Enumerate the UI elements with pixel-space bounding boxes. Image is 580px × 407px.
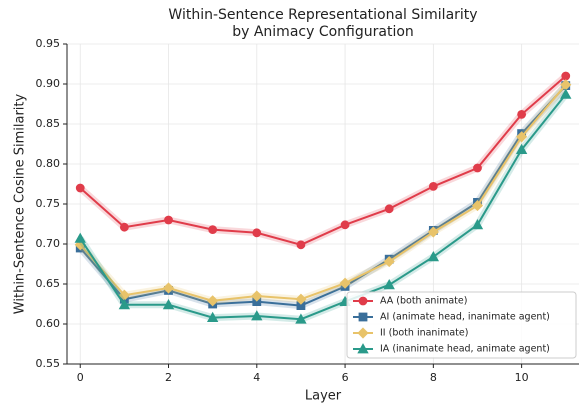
y-axis-label: Within-Sentence Cosine Similarity bbox=[13, 93, 28, 314]
x-tick-label: 4 bbox=[253, 371, 260, 384]
marker bbox=[251, 310, 263, 321]
marker bbox=[206, 311, 219, 323]
x-tick-label: 10 bbox=[515, 371, 529, 384]
marker bbox=[428, 181, 438, 191]
y-tick-label: 0.90 bbox=[36, 77, 61, 90]
marker bbox=[339, 277, 351, 289]
y-tick-label: 0.80 bbox=[36, 157, 61, 170]
marker bbox=[427, 226, 439, 238]
series-band bbox=[77, 92, 569, 323]
legend-label: II (both inanimate) bbox=[380, 328, 468, 339]
marker bbox=[358, 312, 368, 322]
series-line bbox=[79, 84, 567, 302]
marker bbox=[358, 296, 368, 306]
marker bbox=[295, 293, 307, 305]
marker bbox=[75, 183, 85, 193]
marker bbox=[471, 200, 484, 212]
marker bbox=[162, 298, 175, 310]
marker bbox=[296, 240, 306, 250]
marker bbox=[208, 225, 218, 235]
x-axis-label: Layer bbox=[305, 389, 342, 404]
marker bbox=[207, 295, 219, 307]
y-tick-label: 0.75 bbox=[36, 197, 61, 210]
marker bbox=[295, 313, 307, 324]
series-line bbox=[79, 93, 567, 321]
y-tick-label: 0.55 bbox=[36, 357, 61, 370]
y-tick-label: 0.70 bbox=[36, 237, 61, 250]
marker bbox=[357, 327, 369, 339]
marker bbox=[473, 163, 482, 173]
x-tick-label: 2 bbox=[165, 371, 172, 384]
x-tick-label: 0 bbox=[77, 371, 84, 384]
series-band bbox=[77, 73, 569, 249]
y-tick-label: 0.65 bbox=[36, 277, 61, 290]
y-tick-label: 0.95 bbox=[36, 37, 61, 50]
series-line bbox=[79, 75, 567, 246]
marker bbox=[560, 88, 572, 99]
legend-label: AI (animate head, inanimate agent) bbox=[380, 312, 550, 323]
marker bbox=[357, 343, 369, 354]
x-tick-label: 6 bbox=[342, 371, 349, 384]
y-tick-label: 0.85 bbox=[36, 117, 61, 130]
marker bbox=[252, 228, 262, 238]
marker bbox=[383, 278, 395, 290]
marker bbox=[162, 282, 175, 294]
y-tick-label: 0.60 bbox=[36, 317, 61, 330]
chart-title: by Animacy Configuration bbox=[232, 24, 414, 40]
marker bbox=[471, 218, 484, 230]
legend-box bbox=[346, 291, 577, 359]
marker bbox=[74, 232, 86, 243]
x-tick-label: 8 bbox=[430, 371, 437, 384]
marker bbox=[251, 290, 263, 302]
marker bbox=[427, 250, 440, 262]
marker bbox=[383, 256, 395, 268]
legend-label: IA (inanimate head, animate agent) bbox=[380, 344, 550, 355]
marker bbox=[119, 222, 129, 232]
series-line bbox=[79, 84, 567, 307]
chart-title: Within-Sentence Representational Similar… bbox=[168, 7, 477, 23]
legend-label: AA (both animate) bbox=[380, 296, 467, 307]
marker bbox=[164, 215, 173, 225]
marker bbox=[384, 204, 394, 214]
marker bbox=[118, 298, 131, 310]
marker bbox=[561, 71, 571, 81]
marker bbox=[340, 220, 350, 230]
marker bbox=[516, 131, 528, 143]
marker bbox=[515, 143, 528, 155]
marker bbox=[517, 110, 527, 119]
